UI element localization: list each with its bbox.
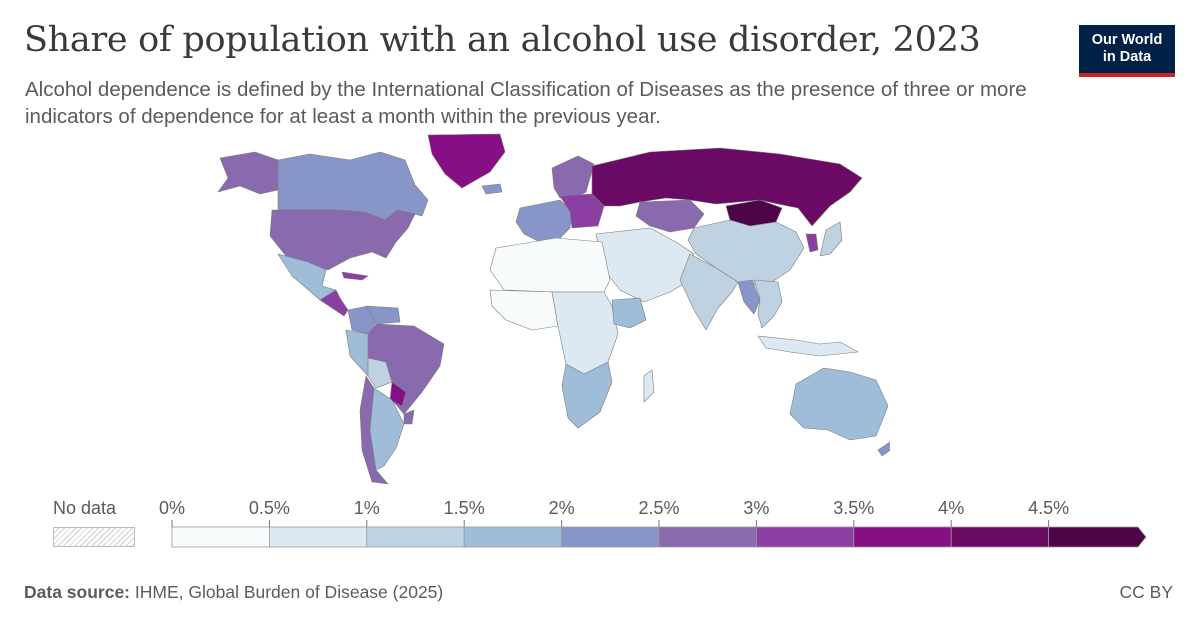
data-source-label: Data source: [24, 582, 131, 602]
license-link[interactable]: CC BY [1119, 582, 1173, 602]
map-region-japan [819, 221, 843, 257]
map-region-australia [789, 367, 889, 441]
legend-tick-label: 0.5% [248, 498, 290, 518]
owid-logo[interactable]: Our World in Data [1079, 25, 1175, 77]
legend-bin[interactable] [171, 526, 270, 548]
legend-bin[interactable] [853, 526, 952, 548]
data-source: Data source: IHME, Global Burden of Dise… [24, 582, 443, 603]
map-region-colombia [347, 305, 377, 335]
map-region-paraguay [389, 381, 407, 407]
legend-tick-label: 2% [548, 498, 575, 518]
legend-bin[interactable] [366, 526, 465, 548]
map-region-alaska [217, 151, 279, 195]
map-region-madagascar [643, 369, 655, 403]
map-region-ethiopia [611, 297, 647, 329]
legend-bin[interactable] [268, 526, 368, 548]
map-region-western-europe [515, 199, 573, 243]
legend-bin[interactable] [950, 526, 1050, 548]
legend-tick-label: 4% [938, 498, 965, 518]
map-region-myanmar [737, 279, 761, 315]
map-region-korea [805, 233, 819, 253]
map-region-kazakhstan [635, 199, 705, 233]
map-region-venezuela [365, 305, 401, 325]
map-region-west-africa [489, 289, 559, 331]
map-region-southeast-asia [753, 279, 783, 329]
legend-tick-label: 4.5% [1028, 498, 1070, 518]
map-region-scandinavia [551, 155, 595, 201]
map-region-greenland [427, 133, 506, 189]
legend-tick-label: 0% [158, 498, 186, 518]
legend-tick-label: 3.5% [833, 498, 875, 518]
legend-tick-label: 1.5% [443, 498, 485, 518]
map-region-middle-east [595, 227, 695, 303]
map-region-southern-africa [561, 361, 613, 429]
legend-tick-label: 1% [353, 498, 380, 518]
map-region-china [687, 219, 805, 287]
chart-subtitle: Alcohol dependence is defined by the Int… [25, 78, 1027, 128]
legend-tick-label: 2.5% [638, 498, 680, 518]
legend-bin[interactable] [756, 526, 855, 548]
legend-bin[interactable] [658, 526, 757, 548]
legend-bin-last[interactable] [1048, 526, 1147, 548]
legend-bin[interactable] [463, 526, 563, 548]
map-region-uruguay [403, 409, 415, 425]
world-map [217, 133, 890, 485]
map-region-new-zealand [877, 441, 890, 457]
map-region-north-africa [489, 237, 611, 293]
map-region-cuba [341, 271, 369, 281]
map-region-russia [591, 147, 863, 227]
map-region-iceland [481, 183, 503, 195]
map-region-india [679, 253, 739, 331]
legend-no-data-label: No data [53, 498, 117, 518]
legend-no-data-swatch [53, 527, 135, 547]
legend-tick-label: 3% [743, 498, 770, 518]
map-region-central-africa [551, 291, 619, 375]
logo-line-1: Our World [1091, 32, 1163, 48]
map-region-argentina [369, 387, 405, 471]
chart-title: Share of population with an alcohol use … [24, 20, 981, 60]
legend-bin[interactable] [561, 526, 660, 548]
map-region-indonesia [757, 335, 859, 357]
data-source-text[interactable]: IHME, Global Burden of Disease (2025) [134, 582, 444, 602]
map-region-brazil [367, 323, 445, 415]
logo-line-2: in Data [1102, 49, 1152, 65]
